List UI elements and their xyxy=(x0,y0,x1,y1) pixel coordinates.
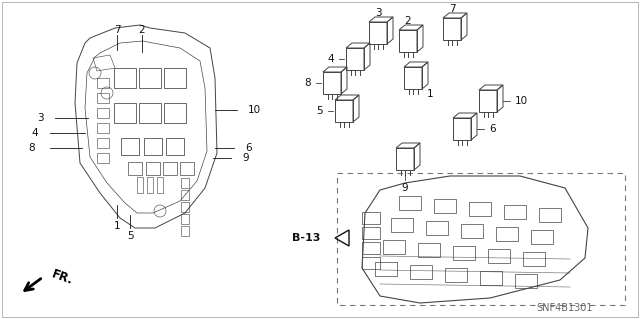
Text: 3: 3 xyxy=(37,113,44,123)
Text: 9: 9 xyxy=(402,183,408,193)
Text: 3: 3 xyxy=(374,8,381,18)
Text: 5: 5 xyxy=(127,231,133,241)
Text: 4: 4 xyxy=(328,54,334,64)
Text: 5: 5 xyxy=(316,106,323,116)
Text: SNF4B1301: SNF4B1301 xyxy=(537,303,593,313)
Text: 8: 8 xyxy=(28,143,35,153)
Text: 9: 9 xyxy=(242,153,248,163)
Text: B-13: B-13 xyxy=(292,233,320,243)
Bar xyxy=(337,173,625,305)
Text: 10: 10 xyxy=(515,96,528,106)
Text: 7: 7 xyxy=(449,4,455,14)
Text: 2: 2 xyxy=(404,16,412,26)
Text: 6: 6 xyxy=(489,124,495,134)
Text: 7: 7 xyxy=(114,25,120,35)
Text: 10: 10 xyxy=(248,105,261,115)
Text: 1: 1 xyxy=(114,221,120,231)
Text: 2: 2 xyxy=(139,25,145,35)
Text: 4: 4 xyxy=(31,128,38,138)
Text: 8: 8 xyxy=(305,78,311,88)
Text: 6: 6 xyxy=(245,143,252,153)
Text: FR.: FR. xyxy=(50,267,75,287)
Text: 1: 1 xyxy=(427,89,434,99)
